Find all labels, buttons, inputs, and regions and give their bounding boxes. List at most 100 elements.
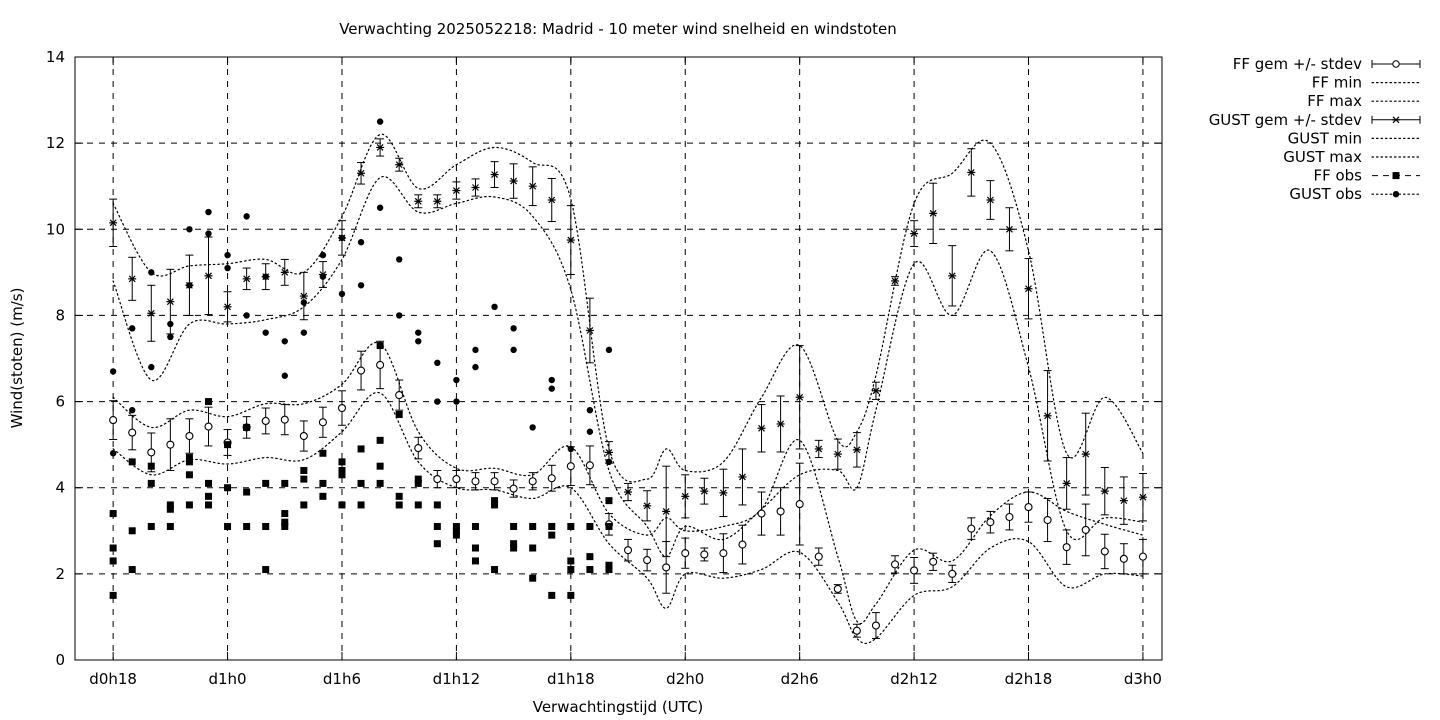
- ff-mean-point: [795, 500, 804, 509]
- gust-mean-point: [1024, 285, 1033, 293]
- ff-mean-point: [967, 524, 976, 533]
- gust-obs-point: [605, 458, 613, 466]
- gust-obs-point: [300, 299, 308, 306]
- gust-mean-point: [128, 275, 137, 283]
- y-tick-label: 0: [55, 651, 65, 669]
- ff-mean-point: [738, 540, 747, 549]
- gust-obs-point: [510, 346, 517, 354]
- gust-mean-point: [624, 488, 633, 496]
- x-tick-label: d3h0: [1124, 670, 1162, 688]
- legend-label: FF obs: [1313, 167, 1362, 185]
- ff-max-line: [112, 341, 1144, 625]
- ff-obs-point: [243, 423, 251, 431]
- gust-mean-point: [433, 197, 442, 205]
- gust-mean-point: [776, 420, 785, 428]
- ff-obs-point: [166, 505, 174, 513]
- gust-mean-point: [948, 272, 957, 280]
- ff-obs-point: [548, 591, 556, 599]
- gust-mean-point: [280, 268, 289, 276]
- ff-obs-point: [338, 466, 346, 474]
- ff-obs-point: [300, 475, 308, 483]
- ff-mean-point: [414, 444, 423, 453]
- ff-obs-point: [605, 566, 613, 574]
- gust-obs-point: [205, 208, 212, 216]
- ff-obs-point: [376, 342, 384, 350]
- gust-mean-point: [547, 196, 556, 204]
- ff-obs-point: [510, 522, 518, 530]
- legend-label: FF min: [1312, 74, 1362, 92]
- ff-mean-point: [852, 626, 861, 635]
- gust-mean-point: [357, 169, 366, 177]
- ff-obs-point: [433, 501, 441, 509]
- legend-marker: [1392, 60, 1400, 68]
- gust-mean-point: [1081, 450, 1090, 458]
- ff-obs-point: [204, 501, 212, 509]
- ff-obs-point: [529, 522, 537, 530]
- gust-mean-point: [795, 393, 804, 401]
- y-tick-label: 2: [55, 565, 65, 583]
- ff-min-line: [112, 392, 1144, 645]
- legend-label: FF gem +/- stdev: [1233, 55, 1362, 73]
- ff-obs-point: [414, 475, 422, 483]
- ff-obs-point: [147, 522, 155, 530]
- ff-obs-point: [338, 458, 346, 466]
- ff-obs-point: [452, 522, 460, 530]
- ff-obs-point: [128, 566, 136, 574]
- gust-obs-point: [129, 325, 136, 332]
- gust-obs-point: [453, 376, 460, 384]
- ff-obs-point: [262, 566, 270, 574]
- gust-obs-point: [186, 282, 193, 289]
- ff-mean-point: [357, 366, 366, 375]
- ff-obs-point: [529, 544, 537, 552]
- gust-obs-point: [148, 363, 155, 371]
- ff-mean-point: [814, 552, 823, 561]
- gust-obs-point: [376, 204, 384, 211]
- y-tick-label: 14: [46, 48, 65, 66]
- gust-mean-point: [643, 502, 652, 510]
- ff-obs-point: [338, 501, 346, 509]
- ff-mean-point: [376, 360, 385, 370]
- ff-mean-point: [585, 461, 594, 470]
- ff-obs-point: [204, 398, 212, 406]
- ff-obs-point: [281, 518, 289, 526]
- ff-mean-point: [623, 546, 633, 555]
- ff-obs-point: [452, 531, 460, 539]
- x-tick-label: d2h6: [781, 670, 819, 688]
- ff-obs-point: [319, 492, 327, 500]
- ff-obs-point: [281, 479, 289, 487]
- gust-obs-point: [567, 445, 575, 453]
- ff-obs-point: [395, 492, 403, 500]
- ff-mean-point: [833, 584, 842, 593]
- ff-mean-point: [566, 462, 575, 471]
- ff-mean-point: [948, 569, 957, 578]
- x-axis-label: Verwachtingstijd (UTC): [533, 698, 704, 716]
- ff-mean-point: [528, 477, 537, 486]
- ff-obs-point: [433, 540, 441, 548]
- gust-obs-point: [415, 329, 422, 336]
- ff-mean-point: [109, 416, 118, 425]
- ff-obs-point: [224, 484, 232, 492]
- ff-obs-point: [491, 501, 499, 509]
- gust-obs-point: [109, 368, 117, 375]
- ff-mean-point: [986, 518, 995, 527]
- ff-mean-point: [1062, 543, 1071, 552]
- x-tick-label: d2h18: [1005, 670, 1053, 688]
- gust-mean-point: [452, 187, 461, 194]
- ff-obs-point: [109, 591, 117, 599]
- gust-obs-point: [548, 385, 555, 392]
- ff-obs-point: [185, 458, 193, 466]
- gust-mean-point: [471, 184, 480, 191]
- ff-obs-point: [414, 501, 422, 509]
- ff-obs-point: [567, 566, 575, 574]
- ff-obs-point: [586, 553, 594, 561]
- ff-obs-point: [376, 436, 384, 444]
- gust-obs-point: [357, 239, 365, 246]
- ff-obs-point: [166, 522, 174, 530]
- gust-mean-point: [681, 492, 690, 500]
- gust-mean-point: [1138, 493, 1147, 501]
- ff-obs-point: [376, 462, 384, 470]
- ff-mean-point: [509, 484, 518, 493]
- ff-obs-point: [452, 527, 460, 535]
- ff-mean-point: [910, 566, 919, 575]
